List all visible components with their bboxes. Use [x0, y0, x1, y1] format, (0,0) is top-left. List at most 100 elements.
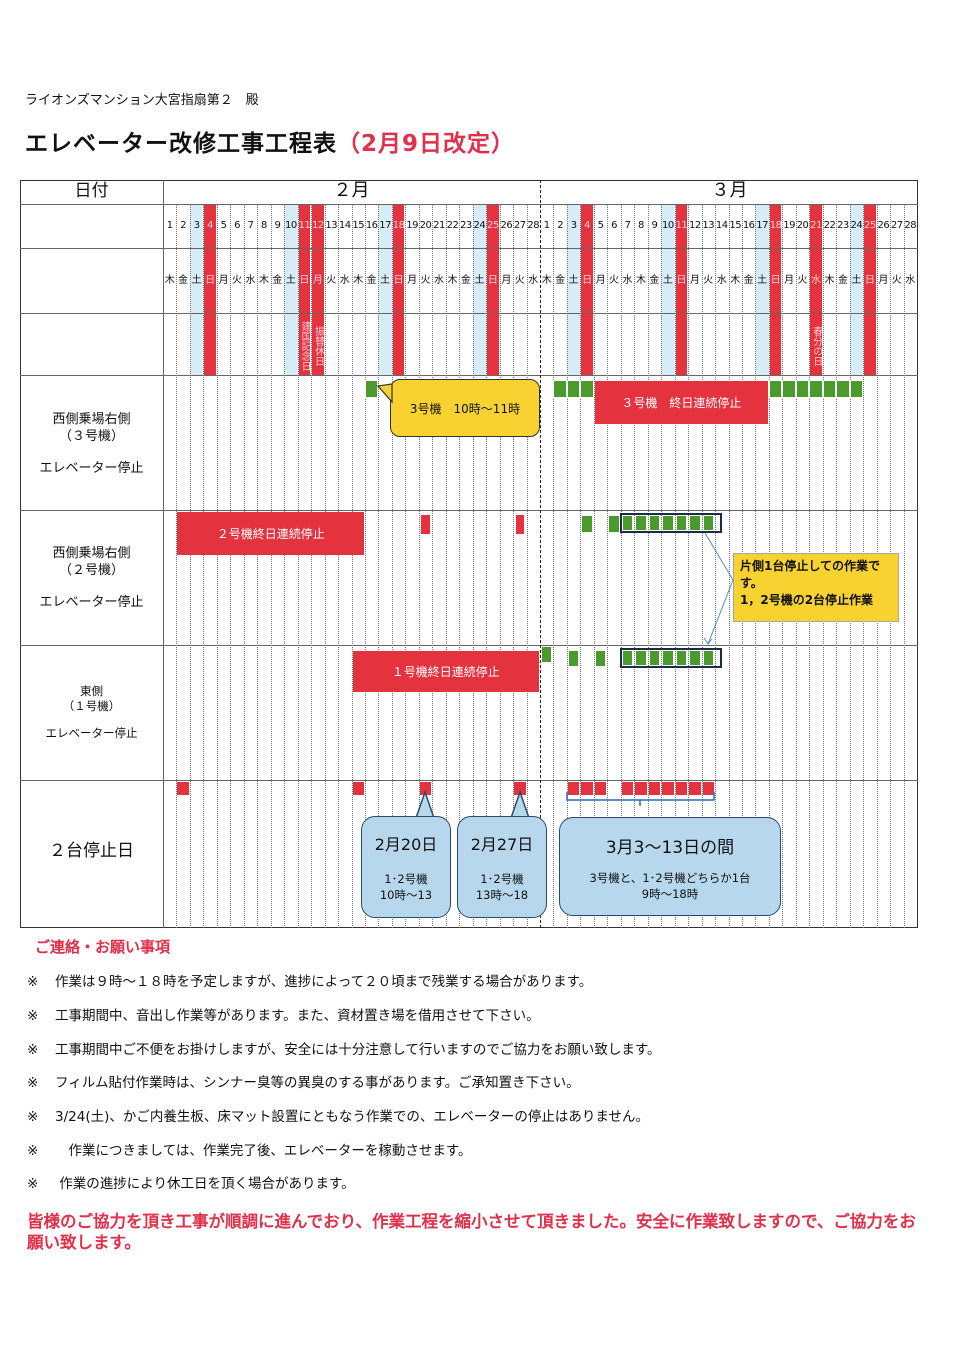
schedule-table	[20, 180, 918, 928]
unit1-full-stop-bar: １号機終日連続停止	[352, 651, 539, 692]
note-mark: ※	[27, 1109, 39, 1125]
holiday-column	[769, 204, 782, 375]
month-mar: ３月	[711, 180, 748, 201]
work-day-green	[621, 515, 634, 531]
day-number: 26	[500, 220, 513, 231]
day-number: 14	[338, 220, 351, 231]
weekday-label: 土	[285, 275, 296, 286]
day-gridline	[459, 204, 461, 928]
day-number: 19	[783, 220, 795, 231]
day-gridline	[378, 204, 380, 928]
work-day-green	[809, 380, 823, 398]
unit2-full-stop-bar: ２号機終日連続停止	[177, 512, 364, 555]
day-gridline	[486, 204, 488, 928]
row-divider	[20, 375, 918, 376]
day-gridline	[634, 204, 636, 928]
weekday-label: 木	[635, 275, 646, 286]
day-gridline	[311, 204, 313, 928]
day-number: 7	[624, 220, 631, 231]
work-day-green	[675, 650, 688, 666]
note-mark: ※	[27, 974, 39, 990]
day-gridline	[620, 204, 622, 928]
weekday-label: 日	[770, 275, 781, 286]
day-number: 5	[220, 220, 227, 231]
work-day-green	[567, 650, 580, 667]
note-mark: ※	[27, 1176, 39, 1192]
saturday-column	[755, 204, 769, 375]
row-divider	[20, 313, 918, 314]
day-number: 12	[688, 220, 701, 231]
day-gridline	[607, 204, 609, 928]
callout-line: 10時～13	[379, 888, 433, 902]
note-item: ※ 3/24(土)、かご内養生板、床マット設置にともなう作業での、エレベーターの停…	[27, 1105, 649, 1125]
day-number: 21	[810, 220, 822, 231]
day-number: 3	[193, 220, 200, 231]
weekday-label: 水	[528, 275, 539, 286]
work-day-green	[580, 380, 594, 398]
work-day-green	[635, 650, 647, 666]
row-label-line: エレベーター停止	[45, 726, 138, 740]
weekday-label: 水	[622, 275, 633, 286]
weekday-label: 火	[326, 275, 337, 286]
work-day-green	[702, 515, 715, 531]
row-divider	[20, 204, 918, 205]
callout-line: 9時～18時	[641, 887, 699, 901]
day-number: 4	[207, 220, 214, 231]
weekday-label: 金	[743, 275, 754, 286]
two-unit-stop-day	[621, 782, 634, 795]
weekday-label: 月	[878, 275, 889, 286]
row-divider	[20, 248, 918, 249]
day-number: 11	[675, 220, 688, 231]
addressee: ライオンズマンション大宮指扇第２ 殿	[25, 93, 259, 108]
holiday-name: 振替休日	[312, 326, 324, 366]
two-unit-stop-day	[352, 782, 364, 795]
day-gridline	[688, 204, 690, 928]
holiday-column	[864, 204, 876, 375]
day-number: 20	[419, 220, 432, 231]
row-label-unit2: 西側乗場右側 （２号機） エレベーター停止	[20, 545, 163, 611]
month-feb: ２月	[333, 180, 370, 201]
day-number: 24	[850, 220, 863, 231]
day-number: 6	[234, 220, 240, 231]
day-number: 17	[379, 220, 392, 231]
weekday-label: 月	[407, 275, 418, 286]
work-day-green	[541, 646, 553, 663]
weekday-label: 金	[366, 275, 377, 286]
saturday-column	[378, 204, 392, 375]
day-number: 25	[487, 220, 499, 231]
notes-heading: ご連絡・お願い事項	[35, 938, 171, 956]
day-gridline	[243, 204, 245, 928]
day-gridline	[445, 204, 447, 928]
work-day-green	[822, 380, 837, 398]
weekday-label: 金	[272, 275, 283, 286]
work-day-green	[795, 380, 810, 398]
day-gridline	[338, 204, 340, 928]
day-number: 5	[597, 220, 604, 231]
weekday-label: 日	[299, 275, 310, 286]
day-gridline	[203, 204, 205, 928]
day-number: 20	[796, 220, 809, 231]
day-gridline	[499, 204, 501, 928]
weekday-label: 土	[568, 275, 579, 286]
saturday-column	[661, 204, 675, 375]
day-gridline	[661, 204, 663, 928]
weekday-label: 火	[514, 275, 525, 286]
two-unit-stop-day	[594, 782, 607, 795]
weekday-label: 土	[851, 275, 862, 286]
holiday-column	[298, 204, 311, 375]
work-day-green	[648, 650, 661, 666]
day-number: 8	[638, 220, 644, 231]
row-label-line: （３号機）	[58, 429, 124, 444]
note-mark: ※	[27, 1042, 39, 1058]
day-gridline	[284, 204, 286, 928]
callout-title: 2月27日	[470, 835, 534, 854]
weekday-label: 水	[716, 275, 727, 286]
row-label-line: （１号機）	[62, 699, 121, 713]
day-gridline	[418, 204, 420, 928]
weekday-label: 土	[662, 275, 673, 286]
note-item: ※ 工事期間中、音出し作業等があります。また、資材置き場を借用させて下さい。	[27, 1004, 540, 1024]
work-day-green	[662, 650, 674, 666]
work-day-green	[662, 515, 674, 531]
weekday-label: 火	[609, 275, 620, 286]
day-gridline	[176, 204, 178, 928]
